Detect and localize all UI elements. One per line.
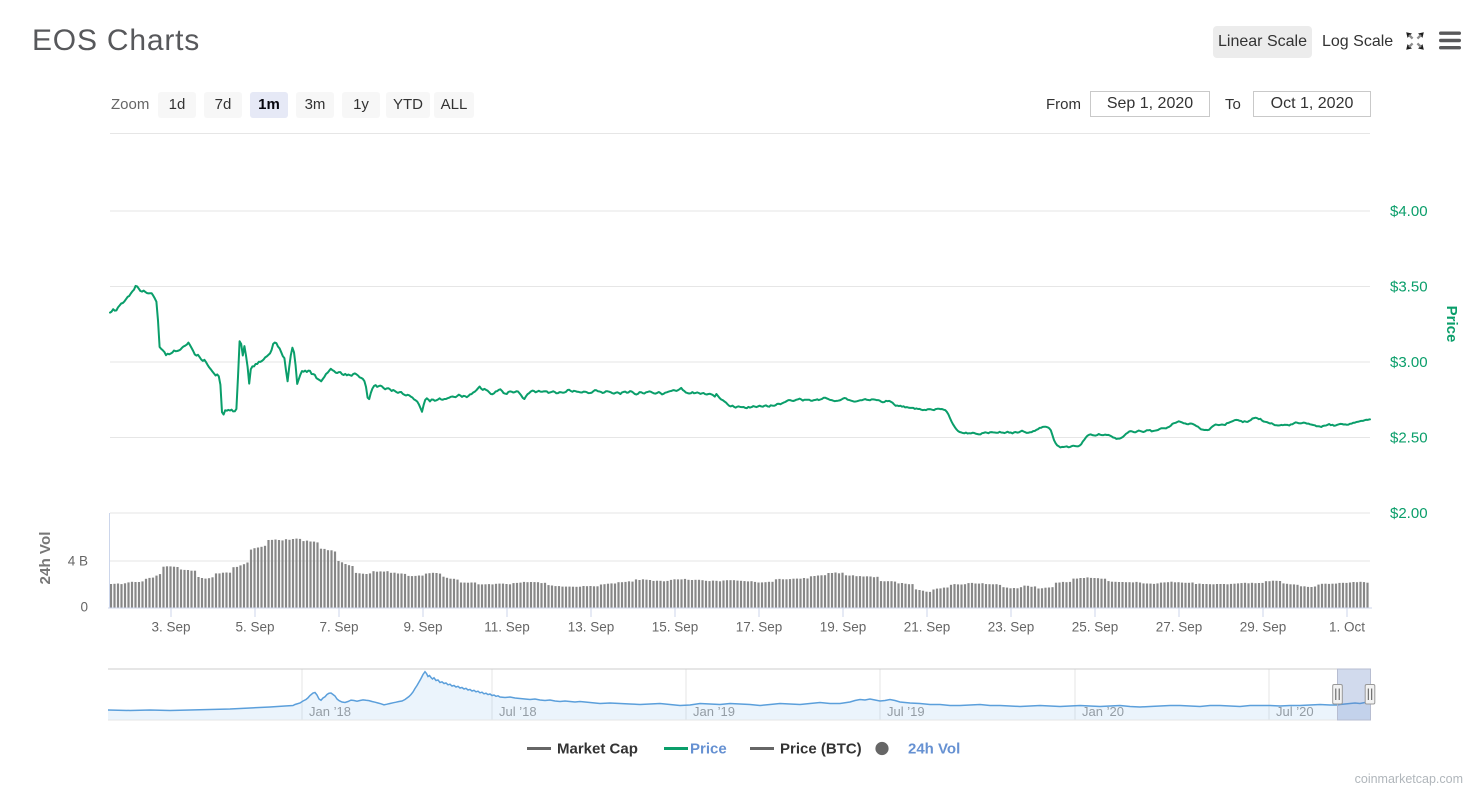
svg-text:3. Sep: 3. Sep [151,620,190,635]
svg-text:Price: Price [1443,306,1460,343]
svg-text:Jul ’19: Jul ’19 [887,704,925,719]
svg-text:21. Sep: 21. Sep [904,620,951,635]
svg-text:17. Sep: 17. Sep [736,620,783,635]
svg-text:4 B: 4 B [68,554,88,569]
svg-text:Jan ’20: Jan ’20 [1082,704,1124,719]
svg-text:Jan ’19: Jan ’19 [693,704,735,719]
svg-text:Jul ’20: Jul ’20 [1276,704,1314,719]
svg-text:5. Sep: 5. Sep [235,620,274,635]
svg-text:coinmarketcap.com: coinmarketcap.com [1355,772,1463,786]
svg-text:25. Sep: 25. Sep [1072,620,1119,635]
svg-text:24h Vol: 24h Vol [37,532,54,585]
svg-text:$3.50: $3.50 [1390,279,1428,296]
svg-text:$3.00: $3.00 [1390,354,1428,371]
svg-text:11. Sep: 11. Sep [484,620,530,635]
svg-text:Price: Price [690,741,727,758]
svg-text:23. Sep: 23. Sep [988,620,1035,635]
svg-text:27. Sep: 27. Sep [1156,620,1203,635]
svg-text:15. Sep: 15. Sep [652,620,699,635]
svg-text:1. Oct: 1. Oct [1329,620,1365,635]
svg-text:0: 0 [80,600,88,615]
svg-text:$2.00: $2.00 [1390,505,1428,522]
svg-text:Jan ’18: Jan ’18 [309,704,351,719]
svg-text:7. Sep: 7. Sep [319,620,358,635]
svg-text:Market Cap: Market Cap [557,741,638,758]
svg-text:29. Sep: 29. Sep [1240,620,1287,635]
svg-text:Price (BTC): Price (BTC) [780,741,862,758]
svg-text:9. Sep: 9. Sep [403,620,442,635]
svg-text:24h Vol: 24h Vol [908,741,960,758]
svg-text:Jul ’18: Jul ’18 [499,704,537,719]
svg-text:$4.00: $4.00 [1390,203,1428,220]
svg-text:13. Sep: 13. Sep [568,620,615,635]
svg-text:19. Sep: 19. Sep [820,620,867,635]
svg-text:$2.50: $2.50 [1390,430,1428,447]
